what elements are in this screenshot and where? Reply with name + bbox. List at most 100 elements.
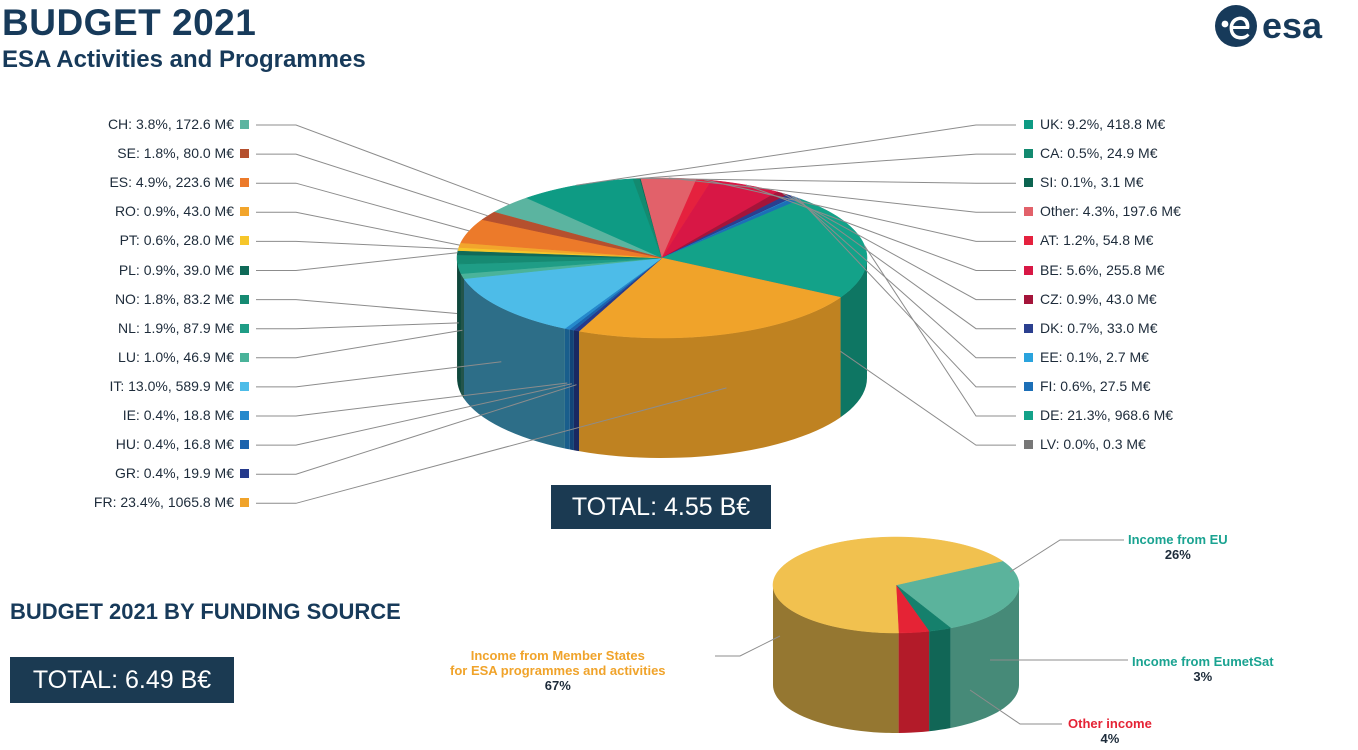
leader-line-no (256, 299, 458, 314)
activities-swatch-lv (1024, 440, 1033, 450)
activities-swatch-nl (240, 323, 249, 333)
funding-label-eumetsat-text: Income from EumetSat (1132, 654, 1274, 669)
page-subtitle: ESA Activities and Programmes (2, 46, 366, 73)
funding-side-income-from-member-states-for-esa-programmes-and-activities (773, 585, 899, 733)
activities-label-it: IT: 13.0%, 589.9 M€ (109, 377, 234, 394)
funding-side-income-from-eu (950, 585, 1019, 728)
activities-swatch-cz (1024, 294, 1033, 304)
leader-line-it (256, 361, 502, 388)
activities-side-no (457, 258, 458, 385)
activities-slice-fr (578, 257, 842, 339)
activities-swatch-ee (1024, 352, 1033, 362)
activities-swatch-pl (240, 265, 249, 275)
funding-pie (772, 536, 1020, 733)
activities-side-de (840, 258, 867, 418)
leader-line-hu (256, 383, 572, 446)
activities-swatch-fr (240, 498, 249, 508)
activities-slice-de (661, 198, 868, 298)
activities-swatch-lu (240, 352, 249, 362)
leader-line-se (256, 153, 488, 217)
activities-side-hu (569, 329, 574, 451)
leader-line-lu (256, 329, 463, 359)
funding-label-other-text: Other income (1068, 716, 1152, 731)
activities-swatch-de (1024, 411, 1033, 420)
leader-line-pl (256, 252, 458, 271)
activities-pie (456, 177, 868, 458)
activities-side-gr (573, 330, 580, 452)
esa-logo-mark: esa (1215, 5, 1323, 47)
activities-swatch-no (240, 294, 249, 304)
logo-text: esa (1262, 5, 1323, 46)
funding-label-ms-line2: for ESA programmes and activities (450, 663, 666, 678)
page-title: BUDGET 2021 (2, 2, 257, 43)
activities-label-es: ES: 4.9%, 223.6 M€ (109, 174, 234, 191)
activities-label-ee: EE: 0.1%, 2.7 M€ (1040, 348, 1149, 365)
funding-label-eumetsat: Income from EumetSat 3% (1132, 654, 1274, 684)
funding-leader-member-states (715, 635, 781, 657)
funding-label-eumetsat-pct: 3% (1193, 669, 1213, 684)
activities-label-ro: RO: 0.9%, 43.0 M€ (114, 203, 234, 220)
leader-line-uk (576, 124, 1016, 186)
activities-swatch-es (240, 178, 249, 188)
funding-slice-income-from-member-states-for-esa-programmes-and-activities (772, 536, 1004, 634)
activities-label-gr: GR: 0.4%, 19.9 M€ (114, 465, 234, 482)
funding-label-eu: Income from EU 26% (1128, 532, 1228, 562)
activities-side-lu (460, 273, 465, 399)
funding-label-ms-line1: Income from Member States (470, 648, 645, 663)
activities-side-ie (564, 328, 570, 450)
activities-swatch-gr (240, 469, 249, 479)
leader-line-gr (256, 384, 577, 475)
activities-label-fr: FR: 23.4%, 1065.8 M€ (93, 494, 234, 511)
activities-label-ie: IE: 0.4%, 18.8 M€ (122, 407, 234, 423)
funding-leader-other (969, 689, 1062, 725)
leader-line-dk (790, 195, 1016, 330)
activities-label-lv: LV: 0.0%, 0.3 M€ (1040, 436, 1146, 453)
activities-label-se: SE: 1.8%, 80.0 M€ (117, 145, 234, 162)
leader-line-fr (256, 387, 727, 504)
esa-logo: esa (1214, 4, 1346, 53)
activities-swatch-fi (1024, 381, 1033, 391)
activities-label-hu: HU: 0.4%, 16.8 M€ (115, 436, 234, 453)
leader-line-pt (256, 240, 459, 250)
activities-label-pt: PT: 0.6%, 28.0 M€ (119, 232, 234, 249)
activities-slice-es (460, 219, 663, 259)
activities-side-nl (457, 264, 461, 394)
leader-line-cz (782, 192, 1016, 301)
leader-line-ch (256, 124, 510, 206)
funding-label-eu-text: Income from EU (1128, 532, 1228, 547)
leader-line-be (745, 184, 1016, 271)
activities-swatch-dk (1024, 323, 1033, 333)
leader-line-other (668, 177, 1016, 213)
funding-side-income-from-eumetsat (929, 627, 951, 732)
activities-label-no: NO: 1.8%, 83.2 M€ (114, 290, 234, 307)
funding-slice-other-income (895, 584, 930, 634)
activities-label-nl: NL: 1.9%, 87.9 M€ (118, 319, 234, 336)
funding-slice-income-from-eumetsat (895, 584, 952, 632)
activities-swatch-hu (240, 440, 249, 450)
leader-line-es (256, 182, 470, 232)
leader-line-lv (840, 350, 1016, 446)
leader-line-ie (256, 382, 568, 417)
activities-swatch-be (1024, 265, 1033, 275)
activities-swatch-pt (240, 236, 249, 246)
activities-label-fi: FI: 0.6%, 27.5 M€ (1040, 377, 1151, 394)
funding-heading: BUDGET 2021 BY FUNDING SOURCE (10, 599, 401, 624)
activities-side-it (464, 278, 565, 449)
funding-slice-income-from-eu (895, 560, 1020, 629)
activities-side-fr (579, 297, 841, 458)
activities-slice-se (481, 211, 663, 259)
activities-label-uk: UK: 9.2%, 418.8 M€ (1040, 116, 1166, 132)
total-funding-badge: TOTAL: 6.49 B€ (10, 657, 234, 703)
activities-slice-uk (525, 178, 663, 259)
activities-swatch-ie (240, 411, 249, 420)
activities-label-ch: CH: 3.8%, 172.6 M€ (107, 116, 234, 132)
activities-slice-it (463, 257, 663, 329)
activities-label-at: AT: 1.2%, 54.8 M€ (1040, 232, 1154, 249)
leader-line-nl (256, 322, 459, 330)
activities-label-dk: DK: 0.7%, 33.0 M€ (1040, 319, 1158, 336)
activities-swatch-other (1024, 207, 1033, 217)
activities-label-pl: PL: 0.9%, 39.0 M€ (118, 261, 234, 278)
activities-label-other: Other: 4.3%, 197.6 M€ (1040, 203, 1181, 220)
activities-swatch-uk (1024, 120, 1033, 129)
